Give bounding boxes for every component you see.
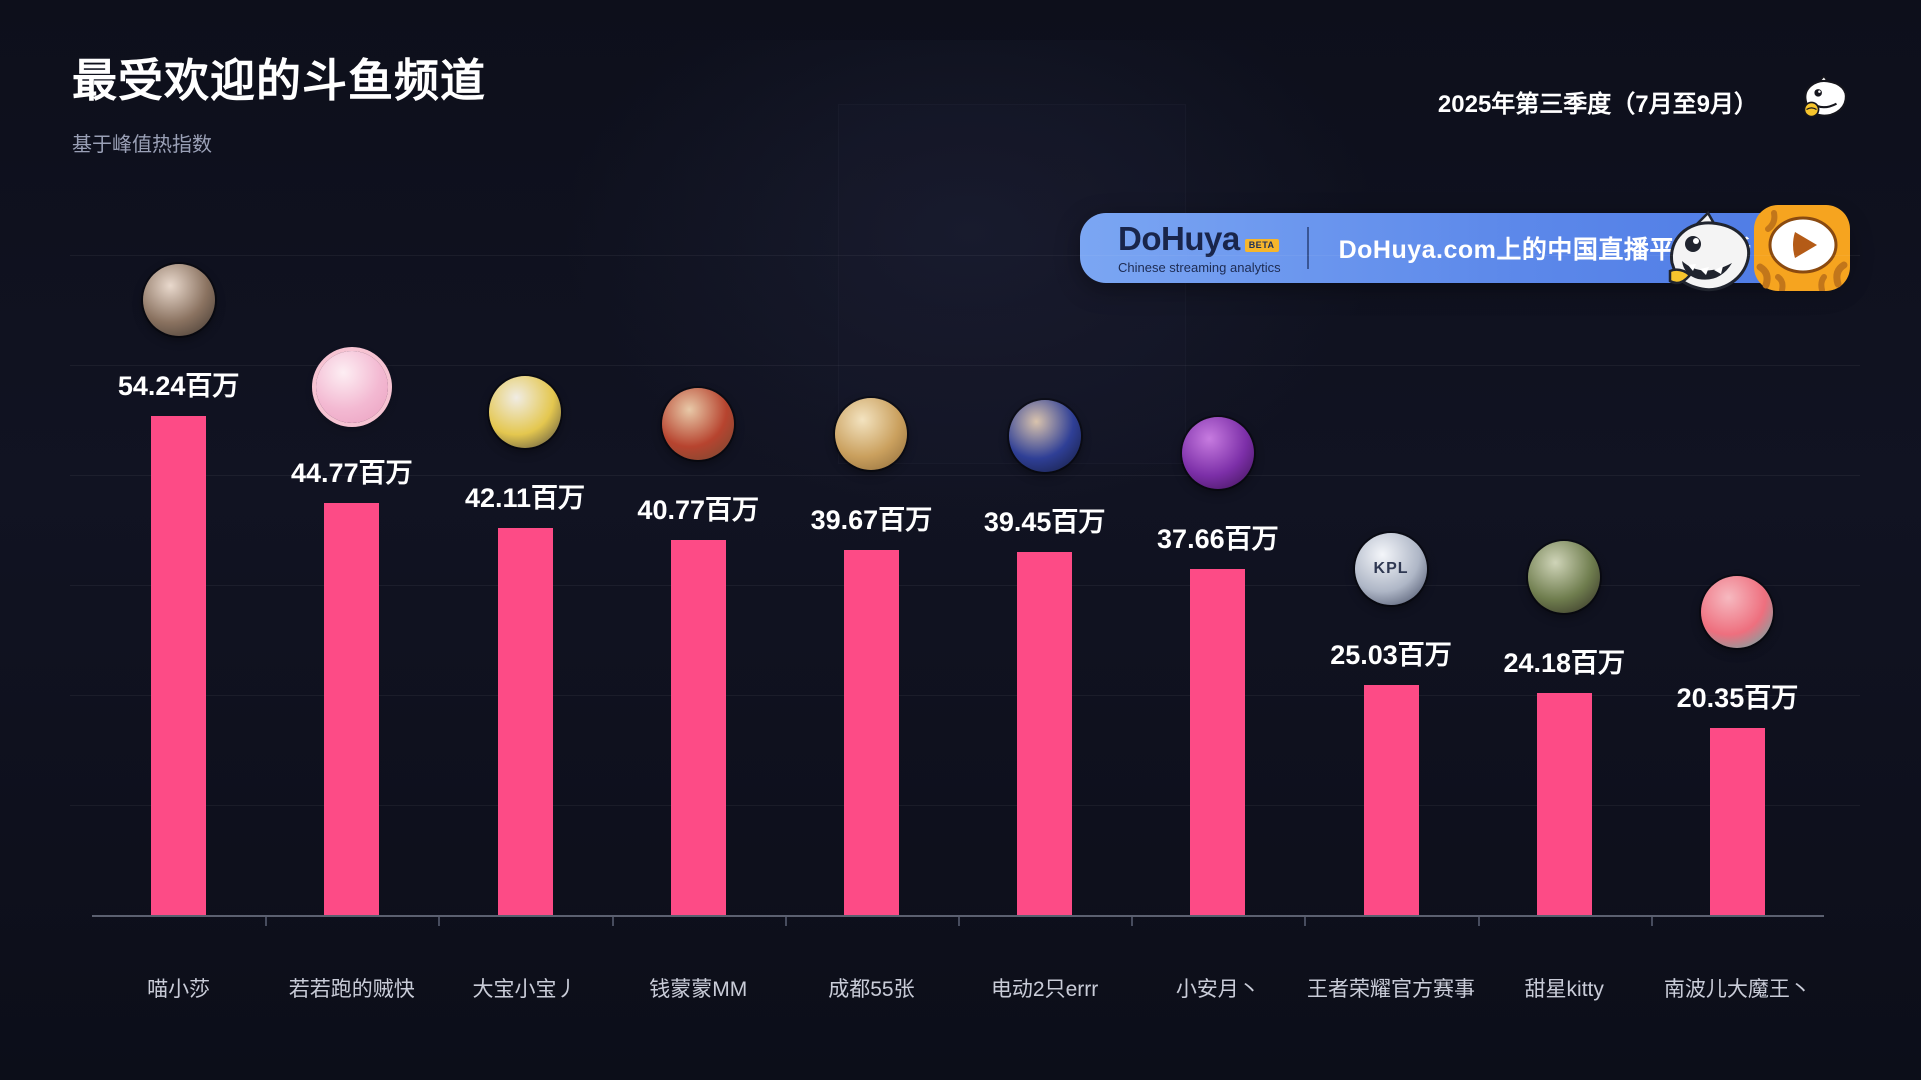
chart-column: 44.77百万 — [265, 0, 438, 916]
category-label: 喵小莎 — [147, 978, 211, 1001]
bar — [670, 540, 726, 916]
dohuya-brand: DoHuya — [1118, 220, 1240, 257]
bar — [1190, 569, 1246, 916]
gridline — [70, 475, 1860, 476]
chart-column: 24.18百万 — [1478, 0, 1651, 916]
gridline — [70, 255, 1860, 256]
chart-column: 37.66百万 — [1131, 0, 1304, 916]
gridline — [70, 805, 1860, 806]
dohuya-tagline: Chinese streaming analytics — [1118, 260, 1281, 275]
bar — [1709, 728, 1765, 916]
period-label: 2025年第三季度（7月至9月） — [1437, 91, 1758, 118]
channel-avatar — [142, 264, 215, 336]
chart-column: 20.35百万 — [1651, 0, 1824, 916]
axis-tick — [438, 917, 441, 926]
bar-value-label: 24.18百万 — [1503, 648, 1626, 678]
bar — [1363, 685, 1419, 916]
channel-avatar — [835, 398, 908, 470]
gridline — [70, 365, 1860, 366]
category-label: 南波儿大魔王丶 — [1663, 978, 1811, 1001]
dohuya-promo-banner[interactable]: DoHuya BETA Chinese streaming analytics … — [1080, 205, 1850, 292]
channel-avatar — [315, 351, 388, 423]
bar-value-label: 39.67百万 — [810, 505, 933, 535]
bar-value-label: 42.11百万 — [464, 483, 586, 513]
category-labels: 喵小莎 若若跑的贼快 大宝小宝丿 钱蒙蒙MM 成都55张 电动2只errr 小安月丶 王者荣耀… — [92, 916, 1824, 1003]
dohuya-brand-block: DoHuya BETA Chinese streaming analytics — [1080, 222, 1281, 274]
avatar-label: KPL — [1373, 560, 1409, 577]
page-title: 最受欢迎的斗鱼频道 — [72, 55, 487, 106]
banner-divider — [1306, 227, 1309, 269]
gridline — [70, 585, 1860, 586]
axis-tick — [1304, 917, 1307, 926]
category-label: 王者荣耀官方赛事 — [1307, 978, 1476, 1001]
bar — [497, 528, 553, 916]
axis-tick — [1477, 917, 1480, 926]
channel-avatar — [1528, 541, 1601, 613]
bar-value-label: 44.77百万 — [291, 458, 413, 488]
bar — [1536, 693, 1592, 916]
category-label: 小安月丶 — [1175, 978, 1260, 1001]
chart-column: 40.77百万 — [612, 0, 785, 916]
axis-tick — [958, 917, 960, 926]
channel-avatar — [489, 376, 561, 448]
bar — [1017, 552, 1073, 916]
bar-value-label: 20.35百万 — [1676, 683, 1799, 713]
axis-tick — [265, 917, 268, 926]
channel-avatar — [1701, 576, 1774, 648]
category-label: 若若跑的贼快 — [288, 978, 415, 1001]
bar — [324, 503, 380, 916]
axis-tick — [784, 917, 787, 926]
douyu-shark-icon — [1803, 74, 1847, 118]
bar-value-label: 25.03百万 — [1330, 640, 1452, 670]
chart-column: KPL 25.03百万 — [1304, 0, 1477, 916]
bar-value-label: 39.45百万 — [983, 507, 1106, 537]
axis-tick — [1131, 917, 1134, 926]
channel-avatar — [1008, 400, 1081, 472]
chart-columns: 54.24百万 44.77百万 42.11百万 40.77百万 39.67百万 39.45… — [92, 0, 1824, 916]
category-label: 甜星kitty — [1524, 978, 1604, 1001]
category-label: 钱蒙蒙MM — [649, 978, 748, 1001]
axis-tick — [1650, 917, 1653, 926]
shark-mascot-icon — [1668, 211, 1751, 292]
channel-avatar — [662, 388, 735, 460]
background-blurred-panel — [838, 104, 1186, 464]
x-axis-line — [92, 915, 1824, 917]
chart-column: 42.11百万 — [438, 0, 611, 916]
chart-column: 54.24百万 — [92, 0, 265, 916]
beta-badge: BETA — [1244, 239, 1279, 252]
bar-value-label: 40.77百万 — [637, 495, 759, 525]
chart-column: 39.67百万 — [785, 0, 958, 916]
bar — [843, 550, 899, 916]
channel-avatar: KPL — [1355, 533, 1428, 605]
gridline — [70, 695, 1860, 696]
category-label: 电动2只errr — [990, 978, 1099, 1001]
category-label: 成都55张 — [828, 978, 915, 1001]
page-subtitle: 基于峰值热指数 — [72, 134, 212, 156]
huya-play-logo — [1754, 205, 1850, 291]
bar-value-label: 37.66百万 — [1157, 524, 1279, 554]
bar-value-label: 54.24百万 — [117, 371, 240, 401]
category-label: 大宝小宝丿 — [472, 978, 578, 1001]
channel-avatar — [1181, 417, 1254, 489]
chart-column: 39.45百万 — [958, 0, 1131, 916]
axis-tick — [611, 917, 614, 926]
bar — [151, 416, 207, 916]
